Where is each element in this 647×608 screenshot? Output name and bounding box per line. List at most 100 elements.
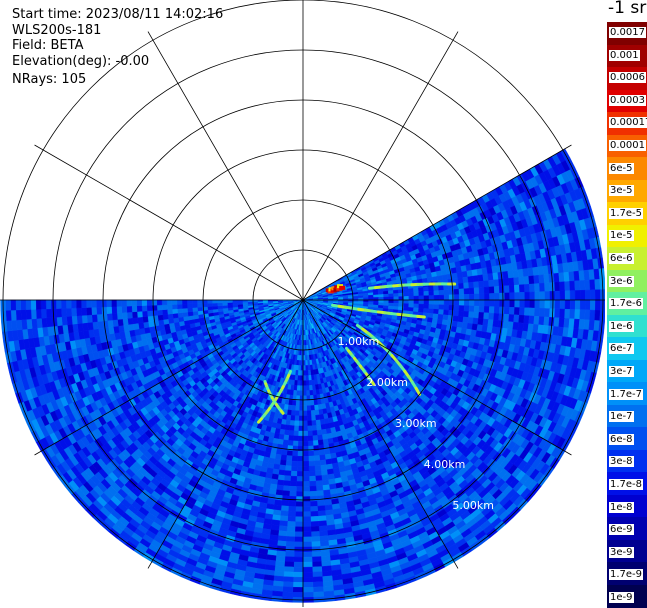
range-gate-cell [529, 308, 534, 316]
range-gate-cell [296, 502, 303, 507]
range-gate-cell [311, 415, 316, 420]
range-gate-cell [565, 281, 571, 290]
range-gate-cell [303, 572, 313, 577]
range-gate-cell [316, 425, 321, 431]
range-gate-cell [299, 406, 303, 411]
range-gate-cell [277, 480, 284, 486]
range-gate-cell [316, 491, 323, 497]
range-gate-cell [303, 497, 310, 502]
range-gate-cell [320, 536, 329, 542]
range-gate-cell [464, 300, 469, 306]
range-gate-cell [484, 313, 490, 320]
range-gate-cell [293, 441, 298, 446]
range-gate-cell [448, 315, 454, 321]
range-gate-cell [286, 455, 292, 461]
range-gate-cell [424, 296, 429, 300]
range-gate-cell [278, 536, 287, 542]
range-gate-cell [303, 461, 309, 466]
range-gate-cell [419, 292, 424, 296]
range-gate-cell [311, 516, 319, 521]
range-gate-cell [313, 587, 323, 593]
range-gate-cell [484, 306, 489, 313]
range-gate-cell [303, 592, 313, 597]
range-gate-cell [444, 305, 449, 310]
range-gate-cell [428, 286, 433, 291]
range-gate-cell [394, 297, 399, 300]
range-gate-cell [539, 308, 544, 317]
range-gate-cell [303, 547, 312, 552]
range-gate-cell [433, 286, 438, 291]
range-gate-cell [308, 441, 313, 446]
range-gate-cell [379, 297, 384, 300]
range-gate-cell [282, 592, 293, 598]
range-gate-cell [303, 431, 308, 436]
range-gate-cell [307, 401, 311, 406]
range-gate-cell [560, 300, 565, 309]
range-gate-cell [303, 446, 308, 451]
range-gate-cell [575, 300, 580, 310]
range-gate-cell [550, 291, 555, 300]
range-gate-cell [595, 279, 601, 290]
range-gate-cell [290, 481, 297, 486]
range-gate-cell [384, 300, 389, 303]
range-gate-cell [373, 295, 378, 298]
range-gate-cell [289, 425, 294, 430]
range-gate-cell [319, 450, 325, 456]
range-gate-cell [303, 421, 307, 426]
range-gate-cell [378, 294, 383, 297]
range-gate-cell [280, 511, 288, 517]
range-gate-cell [303, 476, 309, 481]
range-gate-cell [474, 294, 479, 300]
range-gate-cell [313, 572, 323, 578]
range-gate-cell [285, 465, 291, 471]
range-gate-cell [529, 316, 535, 324]
range-gate-cell [484, 300, 489, 307]
range-gate-cell [505, 300, 510, 307]
range-gate-cell [279, 526, 287, 532]
range-gate-cell [404, 296, 409, 300]
range-gate-cell [494, 300, 499, 307]
range-gate-cell [303, 507, 310, 512]
range-gate-cell [474, 306, 479, 312]
range-gate-cell [433, 314, 439, 319]
range-gate-cell [318, 521, 326, 527]
range-gate-cell [284, 430, 289, 436]
range-gate-cell [283, 587, 293, 593]
range-gate-cell [394, 300, 399, 303]
range-gate-cell [489, 307, 494, 314]
range-gate-cell [297, 456, 303, 461]
range-gate-cell [478, 318, 484, 325]
range-gate-cell [444, 290, 449, 295]
range-gate-cell [550, 300, 555, 309]
range-gate-cell [509, 285, 514, 293]
range-gate-cell [280, 460, 286, 466]
range-gate-cell [306, 380, 309, 385]
range-gate-cell [478, 281, 484, 288]
range-gate-cell [463, 311, 469, 317]
range-gate-cell [443, 315, 449, 321]
range-gate-cell [293, 436, 298, 441]
range-gate-cell [483, 319, 489, 326]
range-gate-cell [544, 283, 549, 292]
range-gate-cell [284, 562, 293, 568]
range-gate-cell [288, 506, 296, 511]
range-gate-cell [559, 282, 565, 291]
range-gate-cell [292, 446, 297, 451]
range-gate-cell [317, 506, 325, 512]
range-gate-cell [489, 293, 494, 300]
range-gate-cell [464, 288, 469, 294]
range-gate-cell [434, 300, 439, 305]
range-gate-cell [454, 295, 459, 300]
range-gate-cell [293, 587, 303, 592]
range-gate-cell [298, 426, 303, 431]
range-gate-cell [454, 300, 459, 305]
range-gate-cell [307, 421, 312, 426]
range-gate-cell [283, 486, 290, 492]
range-gate-cell [317, 435, 322, 441]
range-gate-cell [285, 556, 294, 562]
range-gate-cell [388, 294, 393, 297]
range-gate-cell [505, 293, 510, 300]
range-gate-cell [419, 304, 424, 308]
range-gate-cell [368, 295, 373, 298]
range-gate-cell [321, 475, 328, 481]
